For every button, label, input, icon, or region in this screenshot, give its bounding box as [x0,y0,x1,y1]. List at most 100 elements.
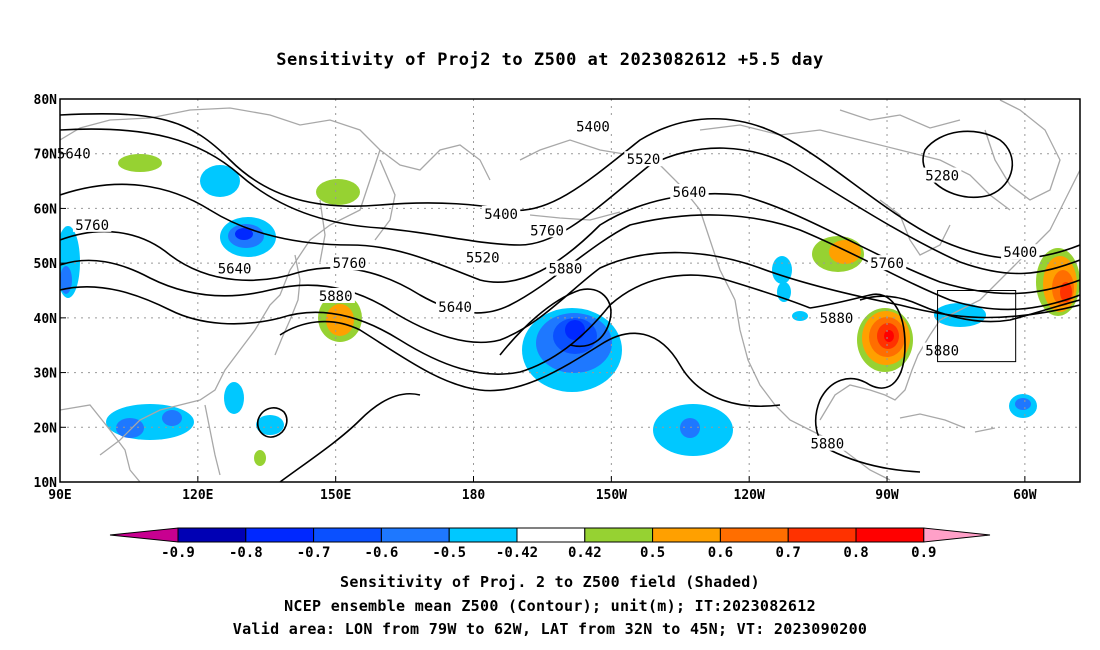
contour-5760-b [60,274,811,375]
contour-label: 5880 [810,437,844,453]
contour-label: 5520 [466,251,500,267]
shade-blob [680,418,700,438]
colorbar-label: -0.9 [161,545,195,561]
colorbar-right-arrow [923,527,991,543]
lon-tick-label: 120W [734,488,765,503]
colorbar-swatch [245,527,315,543]
contour-label: 5760 [530,223,564,239]
shade-blob [772,256,792,284]
colorbar-label: -0.6 [365,545,399,561]
contour-label: 5880 [319,289,353,305]
contour-label: 5520 [627,152,661,168]
contour-label-bg [817,309,856,325]
colorbar-label: -0.7 [297,545,331,561]
colorbar-label: 0.7 [776,545,801,561]
lon-tick-label: 120E [182,488,213,503]
contour-label: 5400 [484,207,518,223]
chart-title: Sensitivity of Proj2 to Z500 at 20230826… [276,50,824,70]
lat-tick-label: 40N [34,312,58,327]
lat-tick-label: 70N [34,148,58,163]
shade-blob [316,179,360,205]
colorbar-swatch [787,527,857,543]
contour-label: 5640 [57,147,91,163]
contour-label-bg [330,255,369,271]
lon-tick-label: 180 [462,488,486,503]
contour-label-bg [54,145,93,161]
coastlines [60,99,1080,482]
coastline-arctic-islands [839,109,961,129]
contour-label-bg [215,260,254,276]
shade-blob [60,266,72,294]
colorbar-swatch [719,527,789,543]
contour-labels: 5400 5520 5640 5280 5400 5400 5520 5640 5760 5880… [54,118,1040,453]
colorbar-left-arrow [109,527,179,543]
contour-label-bg [670,184,709,200]
shade-blob [254,450,266,466]
colorbar-label: -0.8 [229,545,263,561]
lon-tick-label: 90W [875,488,899,503]
contour-label-bg [922,342,962,358]
contour-label-bg [922,167,962,183]
contour-5880-b [499,288,612,356]
contour-label-bg [316,287,355,303]
coastline-japan [274,254,301,356]
lat-tick-label: 20N [34,421,58,436]
coastline-indochina [60,404,141,482]
coastline-hispaniola [974,427,996,433]
shade-blob [326,304,354,336]
contour-label: 5880 [820,311,854,327]
coastline-hudson [879,199,951,256]
colorbar-label: 0.6 [708,545,733,561]
colorbar-label: 0.9 [911,545,936,561]
contour-5880-a [279,320,781,408]
shade-blob [200,165,240,197]
contour-label-bg [546,260,585,276]
shade-blob [162,410,182,426]
valid-area-box [937,290,1017,363]
colorbar-swatch [448,527,518,543]
contour-label-bg [72,216,112,232]
colorbar-swatch [313,527,382,543]
contour-5280 [922,130,1014,199]
contour-label-bg [435,298,475,314]
shade-blob [224,382,244,414]
coastline-north-america-west [734,299,891,481]
contour-label-bg [1001,244,1040,260]
lat-tick-label: 50N [34,257,58,272]
shade-blob [235,228,253,240]
shade-blob [884,330,894,342]
lat-tick-label: 60N [34,202,58,217]
contour-label-bg [624,151,663,167]
lon-tick-label: 150E [320,488,351,503]
contour-label-bg [573,118,613,134]
contour-label: 5760 [870,256,904,272]
shade-blob [256,415,284,435]
contour-5880-small [256,407,288,438]
contour-label-bg [481,205,521,221]
colorbar-swatch [855,527,925,543]
caption-line-2: NCEP ensemble mean Z500 (Contour); unit(… [284,597,816,615]
coastline-canada [699,124,1011,211]
contour-label-bg [808,435,847,451]
contour-5880-south [279,393,421,482]
contour-label: 5400 [576,119,610,135]
colorbar-swatch [177,527,247,543]
shade-blob [565,320,585,340]
contour-label: 5640 [438,300,472,316]
contour-label: 5280 [925,169,959,185]
coastline-sakhalin [319,199,326,263]
shade-blob [1015,398,1031,410]
caption-line-1: Sensitivity of Proj. 2 to Z500 field (Sh… [340,573,760,591]
sensitivity-shading [60,154,1080,466]
contour-label-bg [527,222,567,238]
contour-5520 [60,128,1080,275]
contour-label-bg [463,249,502,265]
colorbar-swatch [584,527,654,543]
map-frame [59,98,1081,483]
contour-label: 5880 [925,344,959,360]
shade-blob [1060,282,1072,302]
colorbar-label: -0.42 [496,545,538,561]
colorbar: -0.9 -0.8 -0.7 -0.6 -0.5 -0.42 0.42 0.5 0.6 0.7 0.… [109,527,991,561]
